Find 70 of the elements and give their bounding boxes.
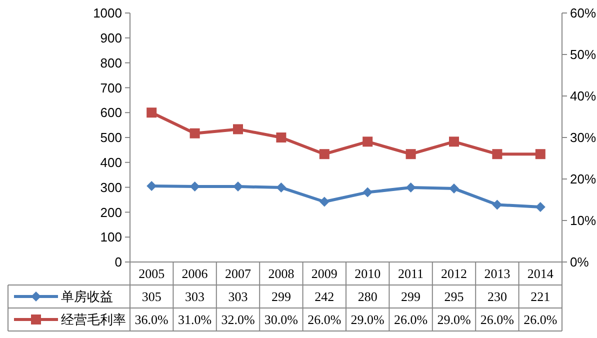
legend-label: 经营毛利率: [61, 312, 126, 328]
x-tick-label: 2005: [138, 266, 165, 282]
y-tick-label: 800: [100, 55, 122, 70]
data-label: 26.0%: [394, 312, 428, 328]
point: [276, 182, 286, 193]
data-label: 305: [142, 289, 162, 304]
point: [319, 149, 330, 160]
data-label: 299: [271, 289, 291, 304]
data-label: 280: [358, 289, 378, 304]
y-tick-label: 300: [100, 180, 122, 195]
y-tick-label: 600: [100, 105, 122, 120]
data-label: 230: [487, 289, 507, 304]
point: [190, 182, 200, 192]
point: [190, 128, 200, 138]
y-tick-label: 1000: [93, 6, 122, 21]
x-tick-label: 2014: [527, 266, 554, 282]
point: [146, 181, 157, 192]
data-label: 303: [185, 289, 205, 304]
point: [449, 184, 459, 194]
x-tick-label: 2010: [354, 266, 381, 282]
point: [449, 136, 459, 147]
point: [146, 108, 157, 118]
x-tick-label: 2011: [398, 266, 424, 282]
data-label: 221: [530, 289, 550, 304]
legend-label: 单房收益: [61, 289, 113, 304]
x-tick-label: 2009: [311, 266, 338, 282]
data-label: 299: [401, 289, 421, 304]
point: [535, 202, 546, 212]
y-tick-label: 500: [100, 130, 122, 146]
point: [233, 124, 243, 134]
y2-tick-label: 30%: [570, 130, 596, 146]
y-tick-label: 0: [114, 254, 122, 270]
point: [492, 200, 502, 210]
y2-tick-label: 60%: [570, 6, 596, 21]
data-label: 26.0%: [308, 312, 342, 328]
x-tick-label: 2008: [268, 266, 294, 282]
y-tick-label: 100: [100, 230, 122, 245]
data-label: 32.0%: [221, 312, 255, 328]
point: [406, 182, 416, 193]
y-tick-label: 400: [100, 154, 122, 170]
y2-tick-label: 20%: [570, 172, 596, 187]
point: [535, 149, 546, 160]
data-label: 26.0%: [480, 312, 514, 328]
data-label: 31.0%: [178, 312, 212, 328]
point: [492, 149, 502, 160]
y-tick-label: 700: [100, 80, 122, 96]
y2-tick-label: 50%: [570, 47, 596, 62]
y2-tick-label: 0%: [570, 254, 590, 270]
data-label: 295: [444, 289, 464, 304]
point: [362, 136, 373, 147]
point: [233, 182, 243, 192]
y2-tick-label: 10%: [570, 213, 596, 228]
point: [362, 187, 373, 198]
x-tick-label: 2013: [484, 266, 510, 282]
y-tick-label: 200: [100, 204, 122, 220]
data-label: 303: [228, 289, 248, 304]
point: [406, 149, 416, 160]
y-tick-label: 900: [100, 30, 122, 46]
point: [276, 132, 286, 142]
data-label: 242: [314, 289, 334, 304]
x-tick-label: 2007: [225, 266, 252, 282]
x-tick-label: 2006: [182, 266, 208, 282]
data-label: 29.0%: [350, 312, 385, 328]
y2-tick-label: 40%: [570, 88, 596, 104]
data-label: 26.0%: [524, 312, 558, 328]
data-label: 30.0%: [264, 312, 298, 328]
data-label: 29.0%: [437, 312, 471, 328]
point: [319, 196, 330, 207]
data-label: 36.0%: [134, 312, 169, 328]
x-tick-label: 2012: [441, 266, 467, 282]
